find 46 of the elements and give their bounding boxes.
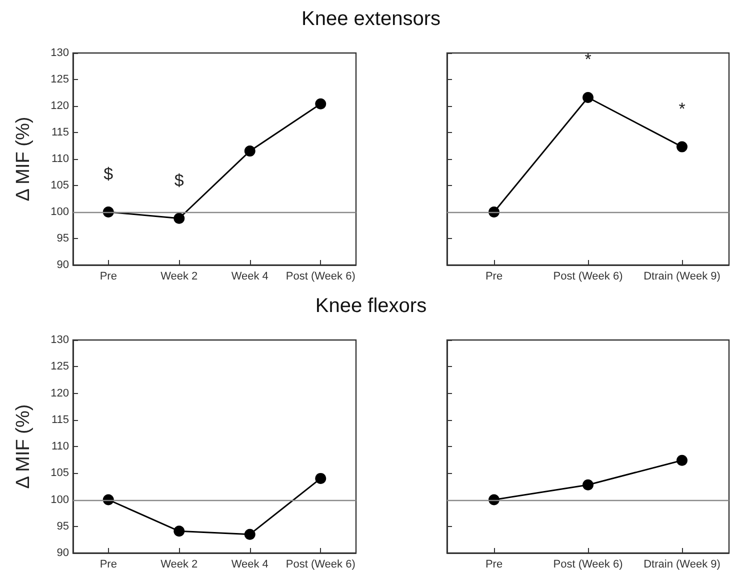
x-tick-label: Dtrain (Week 9) — [644, 270, 720, 282]
chart-title: Knee extensors — [302, 8, 440, 31]
y-tick-label: 100 — [50, 206, 69, 218]
x-tick-label: Week 2 — [160, 558, 198, 570]
x-tick-label: Week 2 — [160, 270, 198, 282]
annotation: * — [584, 50, 592, 70]
y-axis-title: Δ MIF (%) — [13, 404, 34, 489]
x-tick-label: Week 4 — [231, 270, 268, 282]
y-tick-label: 90 — [56, 547, 69, 559]
annotation: * — [678, 99, 686, 118]
x-tick-label: Pre — [485, 558, 503, 570]
x-tick-label: Pre — [100, 558, 117, 570]
y-tick-label: 120 — [50, 387, 69, 400]
point — [244, 146, 256, 157]
point — [315, 98, 326, 110]
annotation: $ — [174, 170, 184, 190]
y-tick-label: 105 — [50, 180, 69, 192]
y-tick-label: 110 — [51, 153, 69, 165]
x-tick-label: Post (Week 6) — [553, 558, 623, 570]
x-tick-label: Dtrain (Week 9) — [644, 558, 720, 570]
x-tick-label: Pre — [485, 270, 503, 282]
y-tick-label: 95 — [56, 232, 69, 244]
y-tick-label: 105 — [50, 467, 69, 480]
annotation: $ — [104, 164, 114, 184]
chart-title: Knee flexors — [315, 295, 427, 318]
y-tick-label: 100 — [50, 494, 69, 506]
y-axis-title: Δ MIF (%) — [13, 116, 34, 202]
y-tick-label: 95 — [56, 520, 69, 532]
x-tick-label: Pre — [100, 270, 117, 282]
point — [244, 528, 256, 540]
y-tick-label: 130 — [50, 334, 69, 346]
y-tick-label: 120 — [50, 100, 69, 112]
x-tick-label: Post (Week 6) — [553, 270, 623, 282]
y-tick-label: 130 — [50, 47, 69, 59]
y-tick-label: 90 — [56, 259, 69, 271]
x-tick-label: Post (Week 6) — [286, 558, 356, 570]
point — [315, 472, 326, 484]
point — [174, 212, 185, 224]
y-tick-label: 115 — [51, 414, 69, 426]
y-tick-label: 125 — [50, 74, 69, 86]
y-tick-label: 110 — [51, 440, 69, 452]
point — [174, 526, 185, 537]
y-tick-label: 115 — [51, 126, 69, 138]
x-tick-label: Post (Week 6) — [286, 270, 356, 282]
y-tick-label: 125 — [50, 360, 69, 373]
x-tick-label: Week 4 — [231, 558, 268, 570]
